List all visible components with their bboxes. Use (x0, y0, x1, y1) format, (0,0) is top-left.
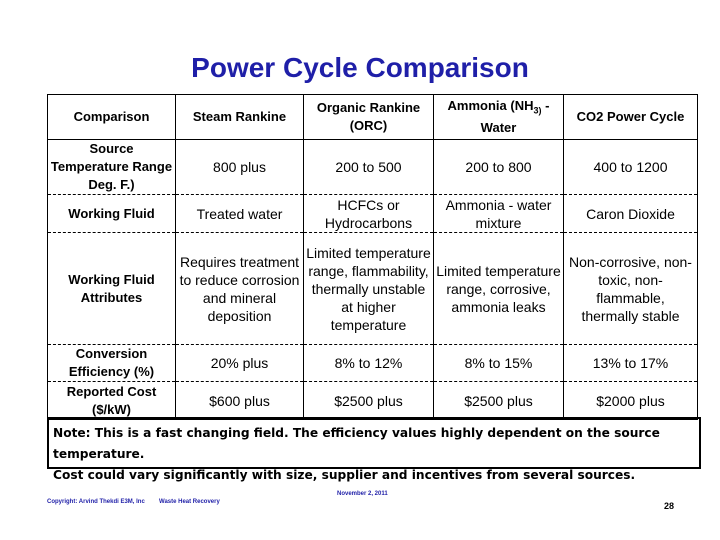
row-label: Conversion Efficiency (%) (47, 344, 176, 382)
row-label: Reported Cost ($/kW) (47, 381, 176, 420)
note-line-1: Note: This is a fast changing field. The… (53, 426, 660, 461)
table-cell: 200 to 500 (303, 139, 434, 195)
table-cell: HCFCs or Hydrocarbons (303, 194, 434, 233)
header-co2-power-cycle: CO2 Power Cycle (563, 94, 698, 140)
table-cell: Limited temperature range, corrosive, am… (433, 232, 564, 345)
row-label: Working Fluid (47, 194, 176, 233)
table-cell: 8% to 12% (303, 344, 434, 382)
note-line-2: Cost could vary significantly with size,… (53, 468, 636, 482)
table-cell: 200 to 800 (433, 139, 564, 195)
footer-date: November 2, 2011 (337, 491, 388, 497)
note-box: Note: This is a fast changing field. The… (47, 417, 701, 482)
table-row: Reported Cost ($/kW) $600 plus $2500 plu… (47, 381, 698, 420)
table-cell: $2000 plus (563, 381, 698, 420)
slide-title: Power Cycle Comparison (191, 52, 529, 83)
table-cell: Non-corrosive, non-toxic, non-flammable,… (563, 232, 698, 345)
table-cell: $600 plus (175, 381, 304, 420)
table-row: Source Temperature Range Deg. F.) 800 pl… (47, 139, 698, 195)
comparison-table: Comparison Steam Rankine Organic Rankine… (47, 94, 698, 420)
table-row: Working Fluid Attributes Requires treatm… (47, 232, 698, 345)
table-cell: Ammonia - water mixture (433, 194, 564, 233)
footer-topic: Waste Heat Recovery (159, 499, 220, 505)
header-comparison: Comparison (47, 94, 176, 140)
page-number: 28 (664, 501, 675, 511)
table-cell: $2500 plus (303, 381, 434, 420)
table-cell: Requires treatment to reduce corrosion a… (175, 232, 304, 345)
table-cell: Treated water (175, 194, 304, 233)
table-cell: 8% to 15% (433, 344, 564, 382)
table-cell: 20% plus (175, 344, 304, 382)
table-cell: $2500 plus (433, 381, 564, 420)
header-organic-rankine: Organic Rankine (ORC) (303, 94, 434, 140)
table-row: Working Fluid Treated water HCFCs or Hyd… (47, 194, 698, 233)
table-cell: Limited temperature range, flammability,… (303, 232, 434, 345)
footer-copyright: Copyright: Arvind Thekdi E3M, Inc (47, 499, 145, 505)
table-header-row: Comparison Steam Rankine Organic Rankine… (47, 94, 698, 140)
table-cell: Caron Dioxide (563, 194, 698, 233)
table-cell: 800 plus (175, 139, 304, 195)
row-label: Source Temperature Range Deg. F.) (47, 139, 176, 195)
header-steam-rankine: Steam Rankine (175, 94, 304, 140)
row-label: Working Fluid Attributes (47, 232, 176, 345)
header-ammonia-water: Ammonia (NH3) - Water (433, 94, 564, 140)
table-cell: 13% to 17% (563, 344, 698, 382)
table-cell: 400 to 1200 (563, 139, 698, 195)
table-row: Conversion Efficiency (%) 20% plus 8% to… (47, 344, 698, 382)
